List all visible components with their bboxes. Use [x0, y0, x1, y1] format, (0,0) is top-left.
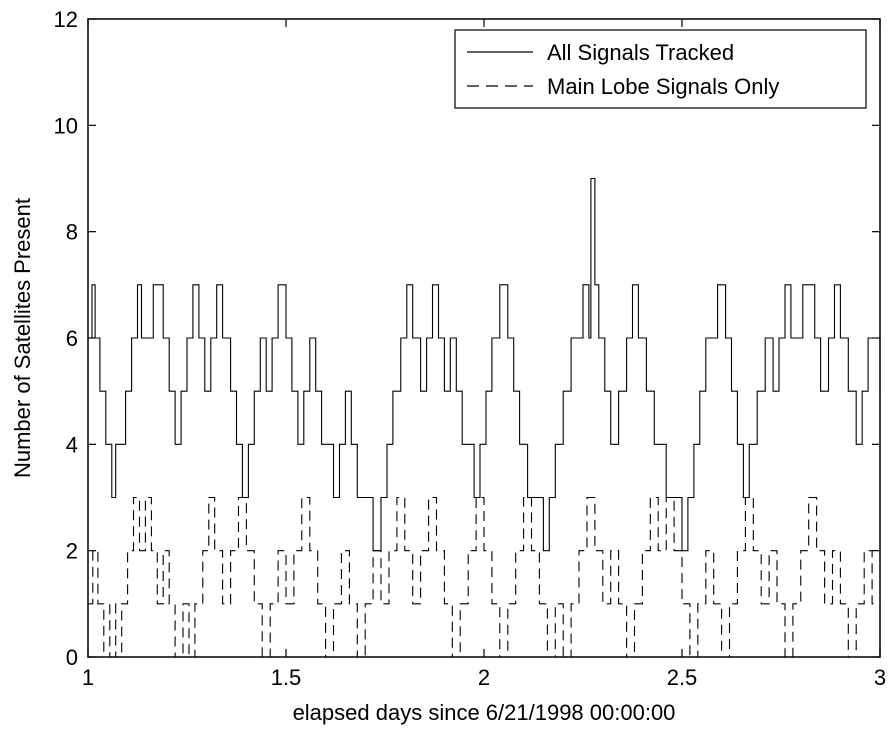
x-tick-label: 1.5: [271, 665, 302, 690]
x-tick-label: 2.5: [667, 665, 698, 690]
y-tick-label: 6: [66, 326, 78, 351]
y-axis: 0 2 4 6 8 10 12: [54, 7, 880, 670]
y-tick-label: 12: [54, 7, 78, 32]
x-tick-label: 3: [874, 665, 886, 690]
legend: All Signals Tracked Main Lobe Signals On…: [454, 29, 867, 109]
y-tick-label: 0: [66, 645, 78, 670]
legend-entry-all-signals: All Signals Tracked: [547, 40, 734, 65]
x-tick-label: 1: [82, 665, 94, 690]
x-axis-label: elapsed days since 6/21/1998 00:00:00: [293, 700, 676, 725]
x-tick-label: 2: [478, 665, 490, 690]
series-line-all-signals: [88, 177, 881, 552]
x-axis: 1 1.5 2 2.5 3: [82, 19, 886, 690]
y-tick-label: 8: [66, 220, 78, 245]
y-tick-label: 10: [54, 113, 78, 138]
y-tick-label: 2: [66, 539, 78, 564]
y-axis-label: Number of Satellites Present: [10, 198, 35, 478]
legend-box: [454, 29, 867, 109]
legend-entry-main-lobe: Main Lobe Signals Only: [547, 74, 779, 99]
y-tick-label: 4: [66, 432, 78, 457]
